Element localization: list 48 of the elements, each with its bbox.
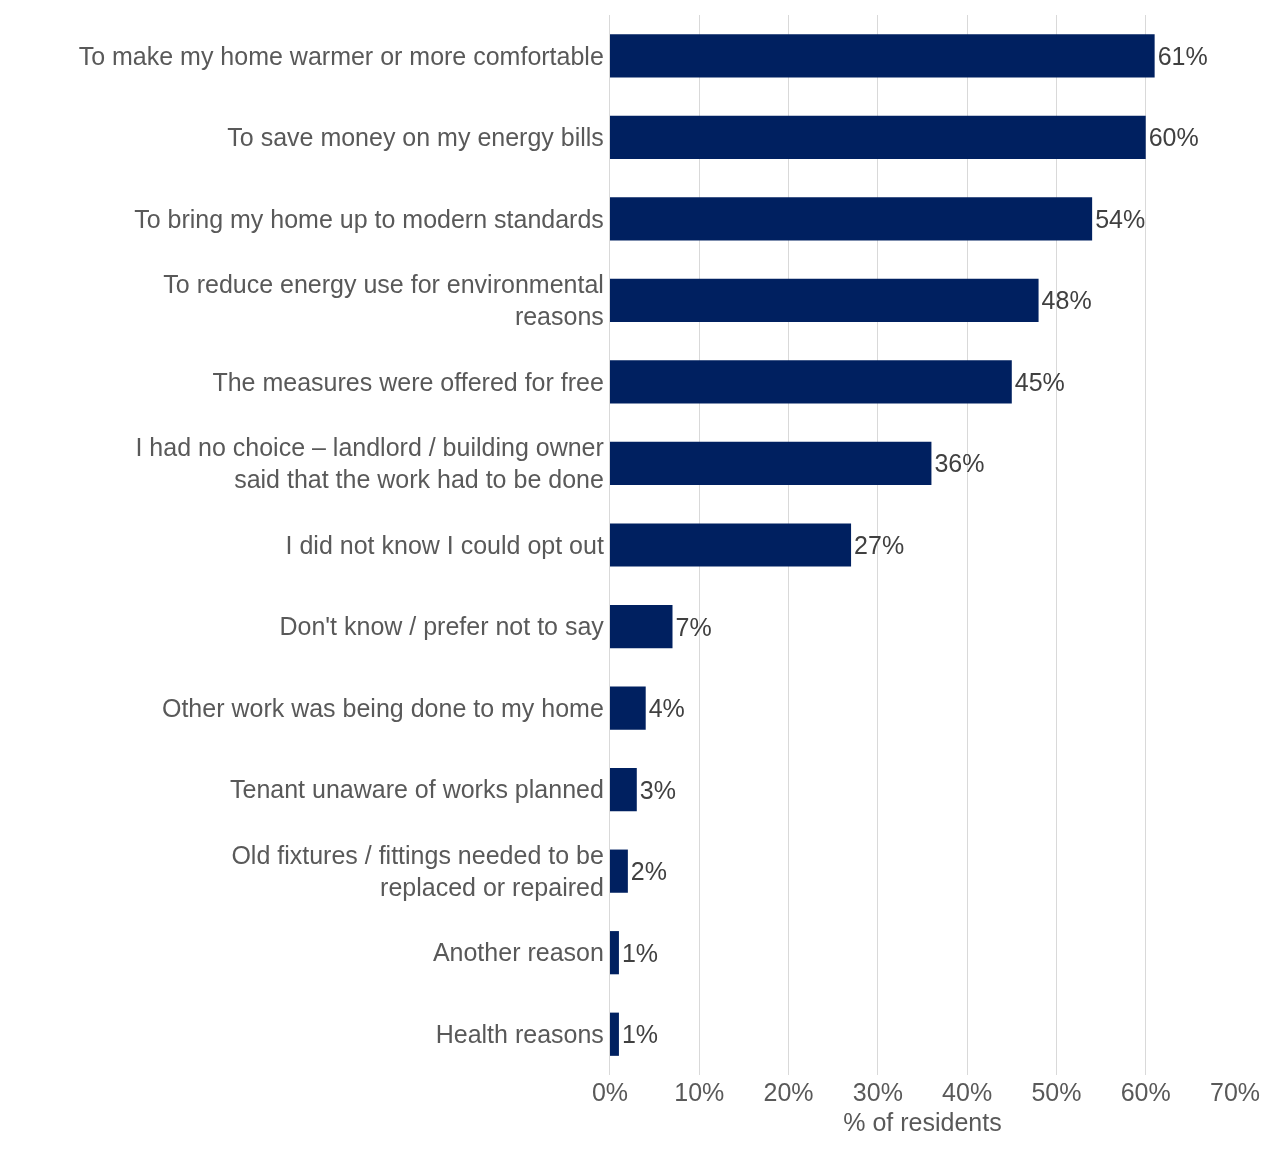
x-tick-label: 30% [852, 1078, 903, 1106]
bar [610, 1012, 619, 1056]
data-label: 27% [854, 531, 905, 559]
bar [610, 931, 619, 975]
data-label: 48% [1041, 286, 1092, 315]
data-label: 2% [630, 857, 667, 886]
data-label: 7% [675, 612, 712, 641]
bar [610, 441, 932, 486]
bar [610, 523, 852, 567]
y-tick-label: Other work was being done to my home [161, 693, 604, 722]
bar [610, 197, 1093, 241]
y-tick-label: To bring my home up to modern standards [134, 204, 604, 233]
y-tick-label: Old fixtures / fittings needed to be replaced or repaired [231, 840, 604, 902]
data-label: 4% [648, 694, 685, 723]
y-tick-label: I had no choice – landlord / building owner said that the work had to be done [135, 432, 604, 494]
bar [610, 604, 673, 649]
data-label: 1% [621, 1020, 659, 1049]
x-tick-label: 70% [1209, 1078, 1261, 1106]
y-tick-label: The measures were offered for free [212, 367, 604, 396]
data-label: 3% [639, 775, 676, 804]
bar [610, 34, 1155, 78]
y-tick-label: Another reason [432, 938, 604, 967]
bar [610, 686, 646, 730]
x-tick-label: 50% [1031, 1078, 1082, 1106]
data-label: 45% [1014, 367, 1065, 396]
y-tick-label: To save money on my energy bills [227, 123, 604, 152]
data-label: 60% [1148, 123, 1199, 152]
y-tick-label: Don't know / prefer not to say [279, 612, 605, 641]
y-tick-label: To make my home warmer or more comfortable [78, 41, 604, 70]
data-label: 61% [1157, 41, 1208, 70]
x-axis-title: % of residents [843, 1108, 1002, 1136]
x-tick-label: 60% [1120, 1078, 1171, 1106]
y-tick-label: To reduce energy use for environmental reasons [163, 269, 604, 331]
y-tick-label: Tenant unaware of works planned [229, 775, 604, 804]
data-label: 36% [934, 449, 985, 478]
x-tick-label: 0% [591, 1078, 629, 1106]
bar [610, 360, 1012, 404]
x-tick-label: 20% [763, 1078, 814, 1106]
y-tick-label: Health reasons [435, 1019, 604, 1048]
x-tick-label: 10% [674, 1078, 725, 1106]
bar [610, 768, 637, 812]
bar [610, 849, 628, 893]
bar [610, 115, 1146, 159]
x-tick-label: 40% [942, 1078, 993, 1106]
y-tick-label: I did not know I could opt out [285, 530, 604, 559]
data-label: 1% [621, 938, 659, 967]
bar [610, 278, 1039, 322]
data-label: 54% [1095, 204, 1146, 233]
